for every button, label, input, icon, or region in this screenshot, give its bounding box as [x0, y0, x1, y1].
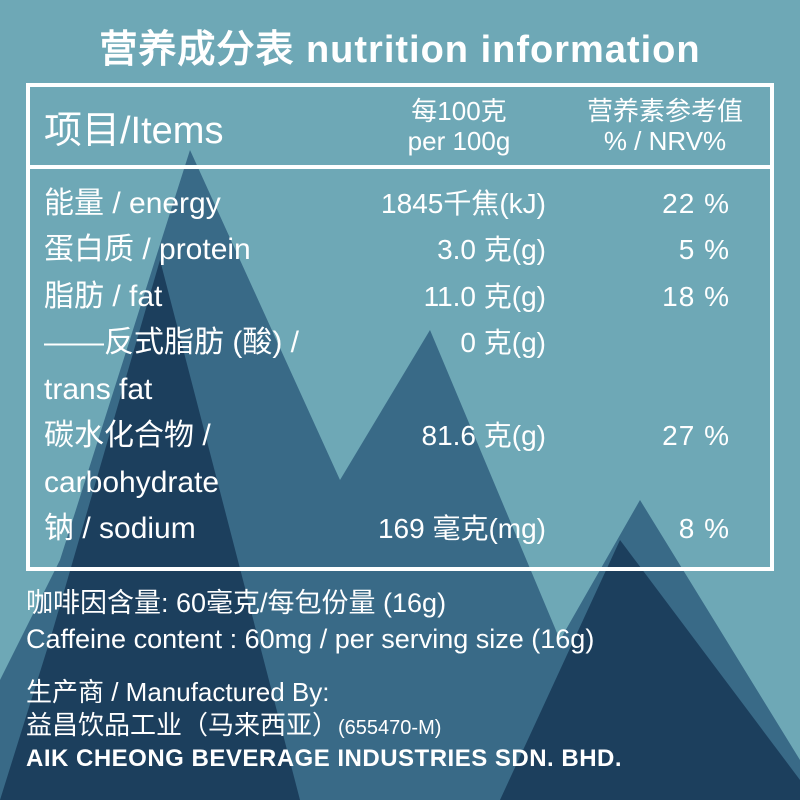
- item-value: 3.0 克(g): [344, 228, 574, 271]
- header-per100g: 每100克 per 100g: [344, 97, 574, 157]
- header-items: 项目/Items: [44, 99, 344, 154]
- item-name: 能量 / energy: [44, 181, 344, 228]
- table-row: 能量 / energy1845千焦(kJ)22 %: [44, 181, 756, 228]
- item-nrv: 18 %: [574, 275, 756, 318]
- manufacturer-zh: 益昌饮品工业（马来西亚）(655470-M): [26, 709, 774, 743]
- nutrition-table: 项目/Items 每100克 per 100g 营养素参考值 % / NRV% …: [26, 83, 774, 571]
- item-value: 0 克(g): [344, 321, 574, 364]
- table-row: 蛋白质 / protein3.0 克(g)5 %: [44, 227, 756, 274]
- item-name: 碳水化合物 / carbohydrate: [44, 413, 344, 506]
- table-row: 脂肪 / fat11.0 克(g)18 %: [44, 274, 756, 321]
- item-name: 脂肪 / fat: [44, 274, 344, 321]
- item-value: 169 毫克(mg): [344, 507, 574, 550]
- table-row: ——反式脂肪 (酸) / trans fat0 克(g): [44, 320, 756, 413]
- item-name: ——反式脂肪 (酸) / trans fat: [44, 320, 344, 413]
- table-title: 营养成分表 nutrition information: [26, 18, 774, 73]
- item-nrv: 8 %: [574, 507, 756, 550]
- item-nrv: 5 %: [574, 228, 756, 271]
- manufacturer-en: AIK CHEONG BEVERAGE INDUSTRIES SDN. BHD.: [26, 743, 774, 774]
- header-nrv: 营养素参考值 % / NRV%: [574, 97, 756, 157]
- item-name: 钠 / sodium: [44, 506, 344, 553]
- item-name: 蛋白质 / protein: [44, 227, 344, 274]
- item-value: 11.0 克(g): [344, 275, 574, 318]
- item-value: 1845千焦(kJ): [344, 182, 574, 225]
- item-nrv: 22 %: [574, 182, 756, 225]
- item-nrv: 27 %: [574, 414, 756, 457]
- table-row: 钠 / sodium169 毫克(mg)8 %: [44, 506, 756, 553]
- table-body: 能量 / energy1845千焦(kJ)22 %蛋白质 / protein3.…: [30, 169, 770, 567]
- table-header-row: 项目/Items 每100克 per 100g 营养素参考值 % / NRV%: [30, 87, 770, 169]
- caffeine-en: Caffeine content : 60mg / per serving si…: [26, 621, 774, 657]
- caffeine-info: 咖啡因含量: 60毫克/每包份量 (16g) Caffeine content …: [26, 585, 774, 658]
- manufacturer-label: 生产商 / Manufactured By:: [26, 676, 774, 710]
- manufacturer-block: 生产商 / Manufactured By: 益昌饮品工业（马来西亚）(6554…: [26, 676, 774, 775]
- table-row: 碳水化合物 / carbohydrate81.6 克(g)27 %: [44, 413, 756, 506]
- caffeine-zh: 咖啡因含量: 60毫克/每包份量 (16g): [26, 585, 774, 621]
- item-value: 81.6 克(g): [344, 414, 574, 457]
